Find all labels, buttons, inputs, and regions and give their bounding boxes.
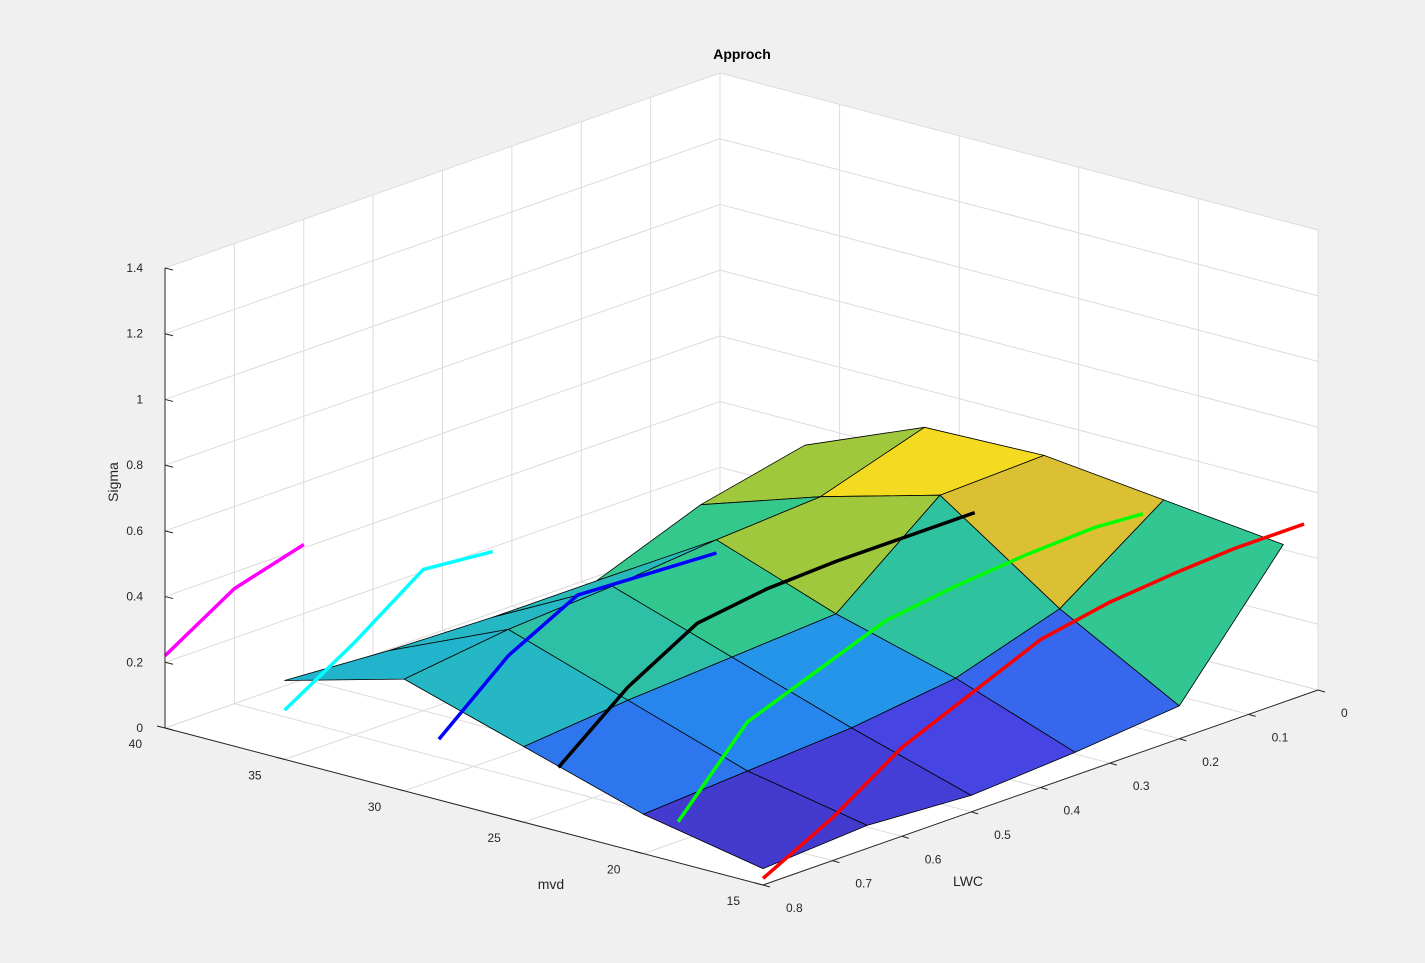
x-tick-mark [1317, 689, 1326, 693]
z-axis-label: Sigma [105, 462, 121, 502]
x-axis-label: LWC [953, 873, 983, 889]
grid-line-z-left [164, 269, 721, 466]
x-tick-label: 0.7 [855, 877, 872, 891]
grid-line-z-right [719, 269, 1319, 428]
series-line [557, 510, 976, 769]
series-line [437, 551, 717, 741]
y-tick-label: 15 [727, 894, 741, 908]
z-tick-mark [164, 333, 174, 337]
x-tick-mark [901, 835, 909, 839]
grid-line-z-left [164, 401, 721, 598]
grid-line-z-right [719, 335, 1319, 494]
tick-labels: 0 0.1 0.2 0.3 0.4 0.5 0.6 0.7 0.8 15 20 25 30 35 40 0 0.… [126, 261, 1348, 915]
z-tick-mark [164, 530, 174, 534]
grid-line-z-right [719, 203, 1319, 362]
y-tick-mark [396, 788, 405, 792]
x-tick-label: 0.8 [786, 901, 803, 915]
x-tick-label: 0.2 [1202, 755, 1219, 769]
z-tick-label: 0.8 [126, 458, 143, 472]
x-tick-mark [1040, 787, 1048, 790]
z-tick-label: 0.6 [126, 524, 143, 538]
y-tick-mark [635, 851, 644, 855]
x-tick-label: 0.3 [1133, 779, 1150, 793]
z-tick-label: 1 [136, 392, 143, 406]
z-tick-mark [164, 596, 174, 600]
y-tick-mark [276, 756, 285, 760]
grid-line-z-right [719, 72, 1319, 231]
x-tick-label: 0.4 [1064, 804, 1081, 818]
z-tick-label: 1.2 [126, 327, 143, 341]
z-tick-label: 1.4 [126, 261, 143, 275]
z-tick-mark [164, 727, 174, 731]
z-tick-label: 0.4 [126, 590, 143, 604]
grid-line-z-left [164, 138, 721, 335]
grid-line-z-left [164, 203, 721, 400]
y-tick-mark [754, 882, 764, 886]
x-tick-mark [1109, 762, 1118, 766]
chart-title: Approch [713, 46, 771, 62]
x-tick-mark [970, 811, 979, 815]
x-tick-mark [832, 860, 840, 864]
grid-line-z-left [164, 335, 721, 532]
y-tick-label: 30 [368, 800, 382, 814]
z-tick-mark [164, 464, 174, 468]
x-tick-mark [1179, 738, 1187, 742]
y-axis-line [164, 727, 764, 886]
series-line [163, 543, 305, 657]
z-tick-mark [164, 661, 174, 665]
z-tick-mark [164, 398, 174, 402]
series-lines [163, 510, 1305, 880]
z-tick-label: 0.2 [126, 655, 143, 669]
series-line [761, 522, 1305, 880]
y-tick-label: 35 [248, 768, 262, 782]
y-tick-label: 25 [487, 831, 501, 845]
y-axis-label: mvd [538, 876, 564, 892]
x-tick-mark [1248, 713, 1256, 717]
surface-face [643, 770, 868, 869]
y-tick-mark [515, 819, 524, 823]
y-tick-mark [156, 725, 166, 729]
series-line [676, 512, 1144, 823]
series-line [283, 549, 494, 712]
y-tick-label: 40 [129, 737, 143, 751]
x-tick-label: 0.6 [925, 852, 942, 866]
z-tick-label: 0 [136, 721, 143, 735]
x-tick-label: 0.5 [994, 828, 1011, 842]
x-tick-mark [762, 884, 771, 888]
z-tick-mark [164, 267, 174, 271]
grid-line-z-left [164, 72, 721, 269]
grid-line-z-right [719, 138, 1319, 297]
y-tick-label: 20 [607, 863, 621, 877]
x-tick-label: 0 [1341, 706, 1348, 720]
x-tick-label: 0.1 [1272, 730, 1289, 744]
